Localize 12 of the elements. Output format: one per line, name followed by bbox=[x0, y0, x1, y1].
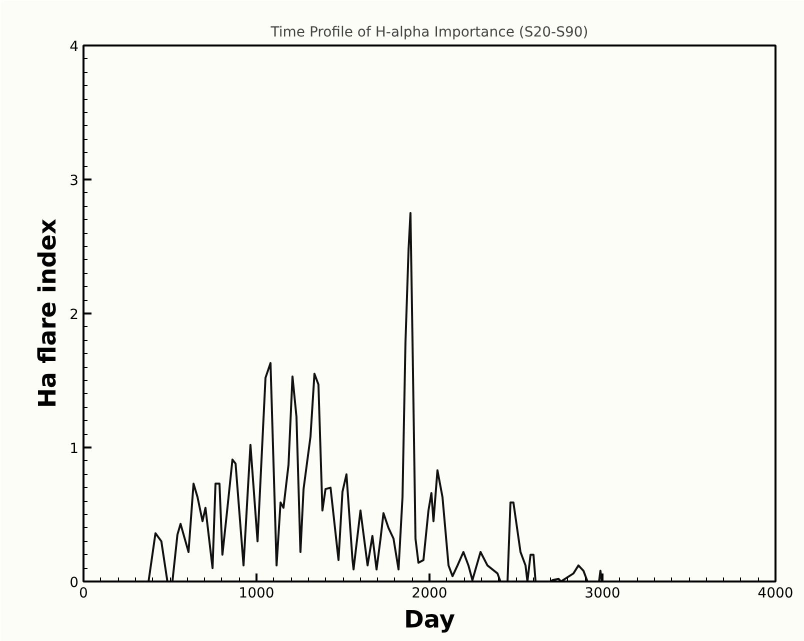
x-tick-label: 3000 bbox=[584, 586, 620, 602]
x-tick-label: 2000 bbox=[412, 586, 448, 602]
y-tick-label: 3 bbox=[70, 173, 79, 189]
y-tick-label: 2 bbox=[70, 307, 79, 323]
y-tick-label: 0 bbox=[70, 575, 79, 591]
x-tick-label: 1000 bbox=[238, 586, 274, 602]
y-axis-title: Ha flare index bbox=[34, 218, 62, 408]
x-axis-title: Day bbox=[404, 606, 456, 634]
chart-title: Time Profile of H-alpha Importance (S20-S90) bbox=[270, 24, 588, 40]
y-tick-label: 4 bbox=[70, 39, 79, 55]
y-tick-label: 1 bbox=[70, 441, 79, 457]
x-tick-label: 4000 bbox=[758, 586, 794, 602]
